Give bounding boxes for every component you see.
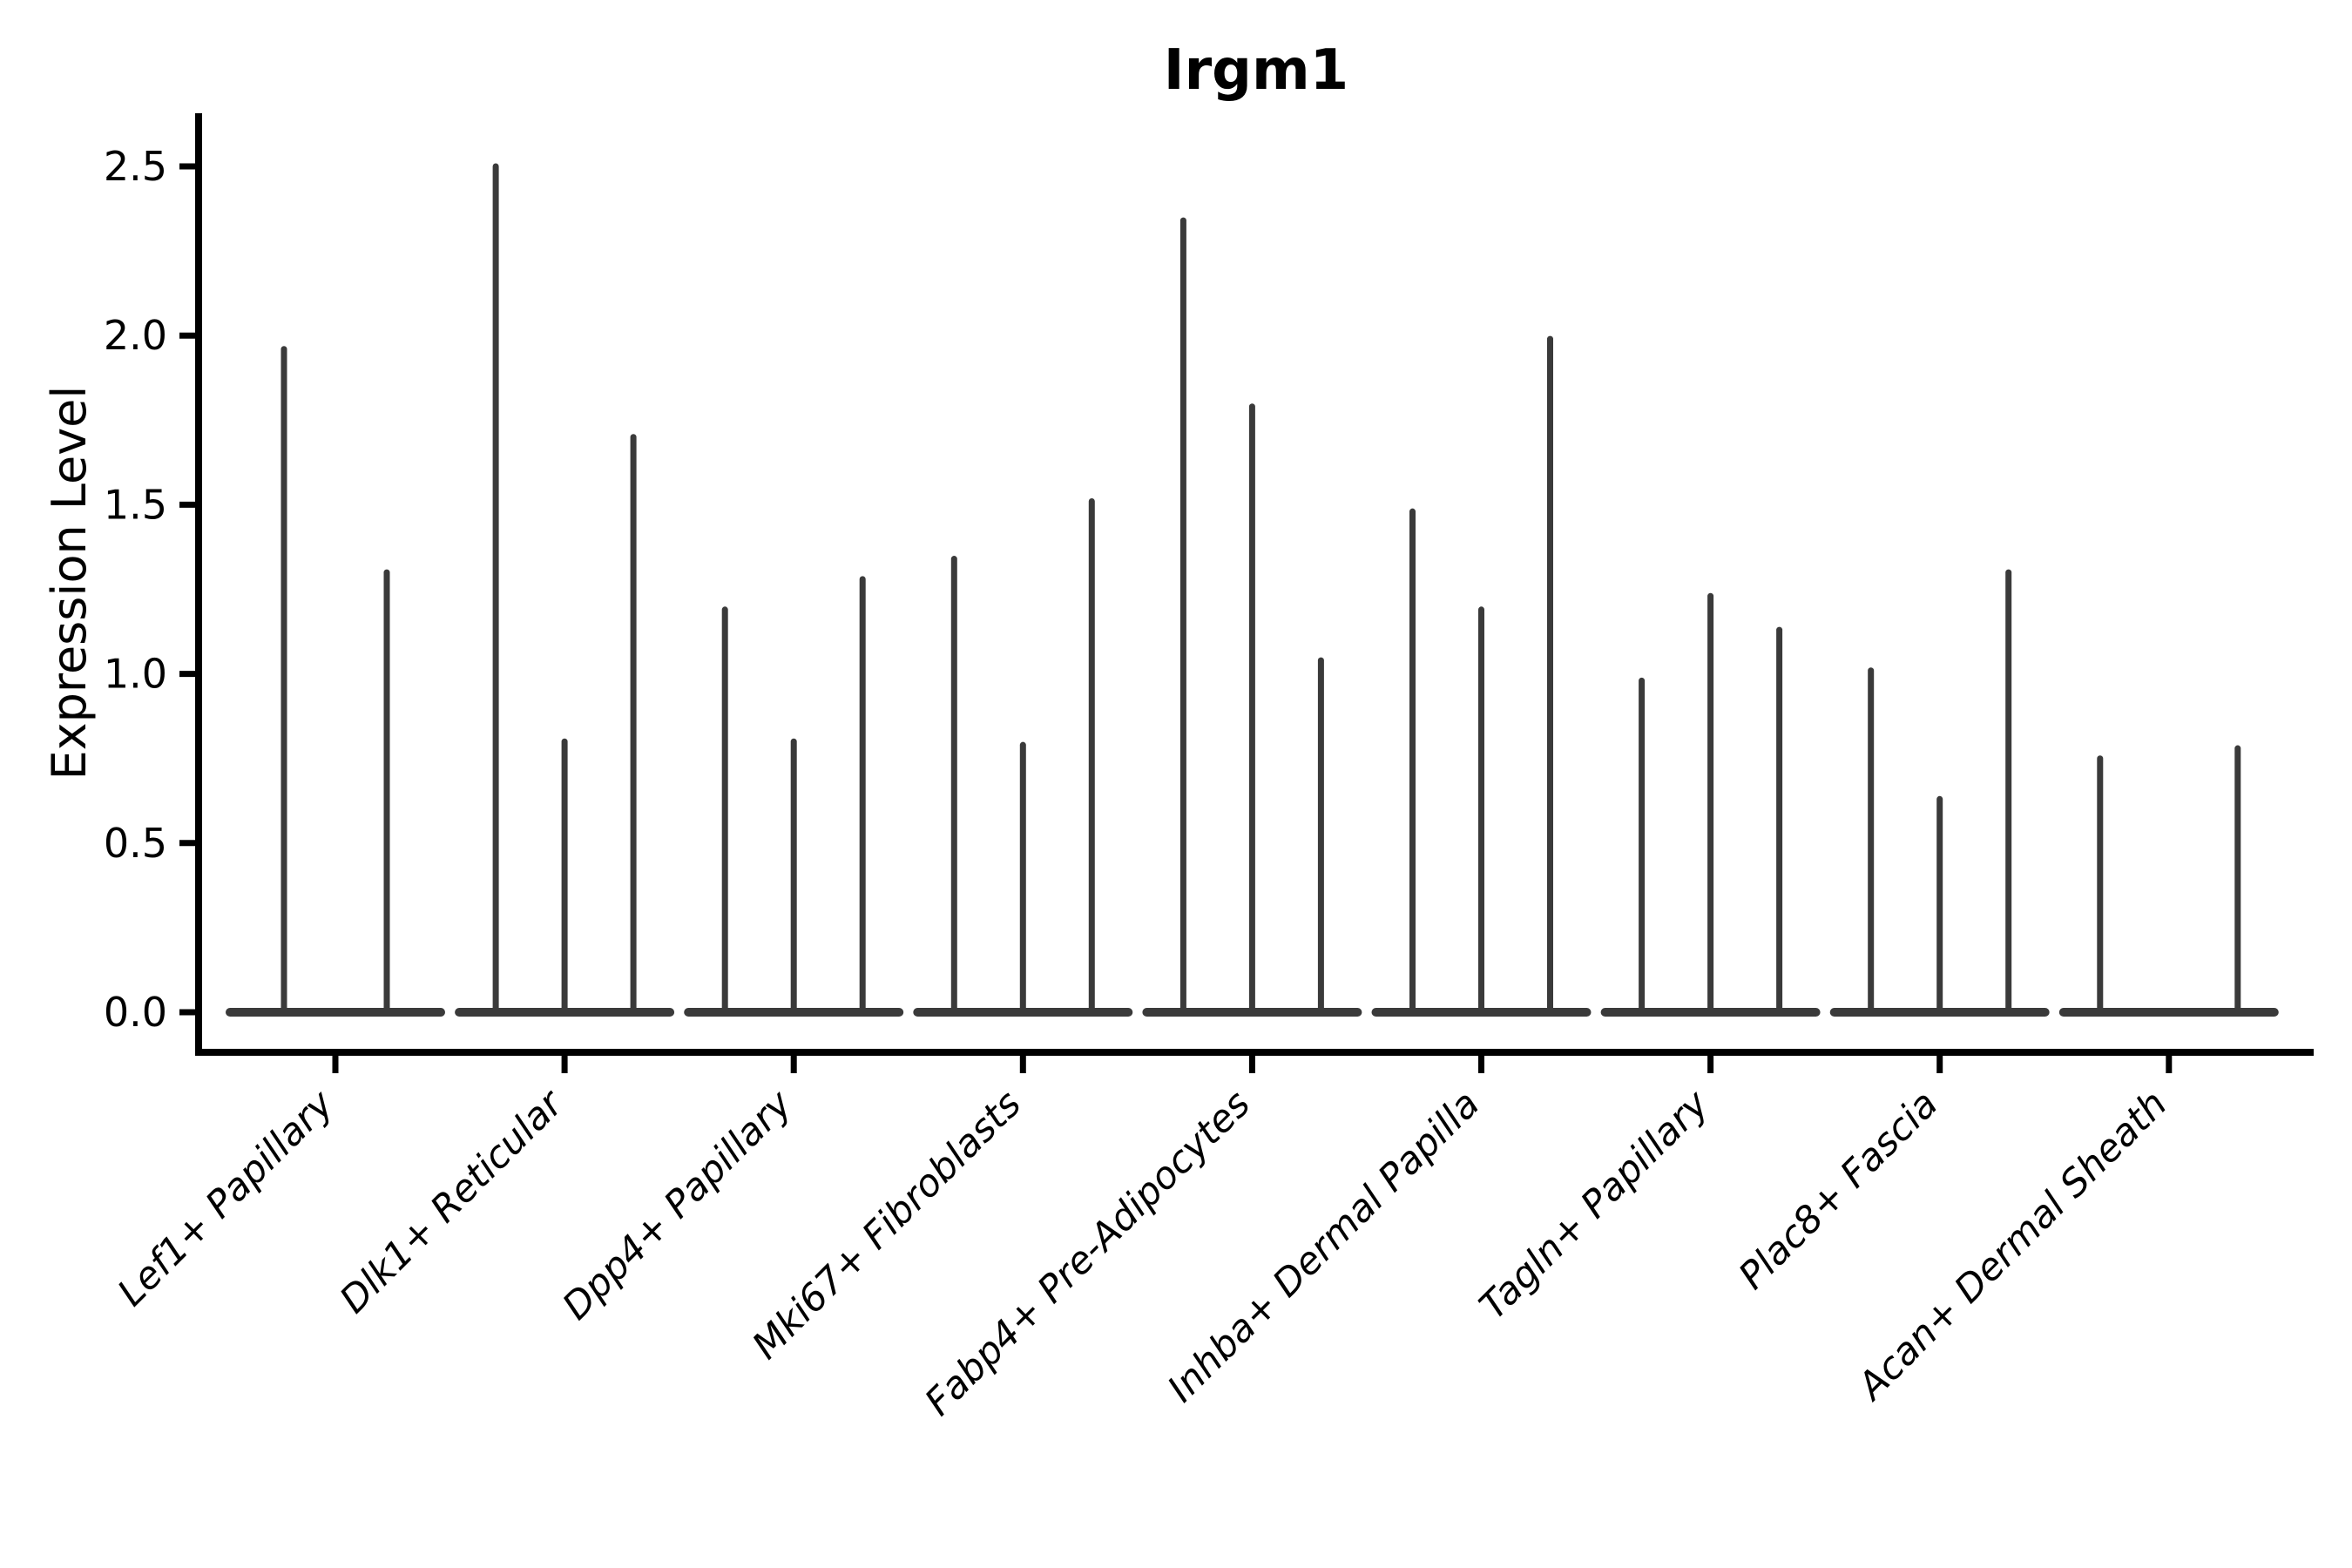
x-category-label: Dpp4+ Papillary <box>554 1082 801 1328</box>
y-tick-label: 0.0 <box>104 989 167 1036</box>
violin-layer <box>226 163 2279 1017</box>
chart-title: Irgm1 <box>1164 38 1348 103</box>
y-axis-label: Expression Level <box>42 386 97 781</box>
y-tick-label: 0.5 <box>104 820 167 867</box>
y-tick-label: 2.0 <box>104 312 167 359</box>
x-category-label: Dlk1+ Reticular <box>332 1081 573 1322</box>
x-category-label: Lef1+ Papillary <box>110 1082 342 1315</box>
x-category-label: Tagln+ Papillary <box>1471 1082 1718 1328</box>
y-tick-label: 1.0 <box>104 651 167 698</box>
y-tick-label: 2.5 <box>104 143 167 190</box>
y-tick-label: 1.5 <box>104 481 167 528</box>
x-category-label: Plac8+ Fascia <box>1731 1082 1947 1298</box>
